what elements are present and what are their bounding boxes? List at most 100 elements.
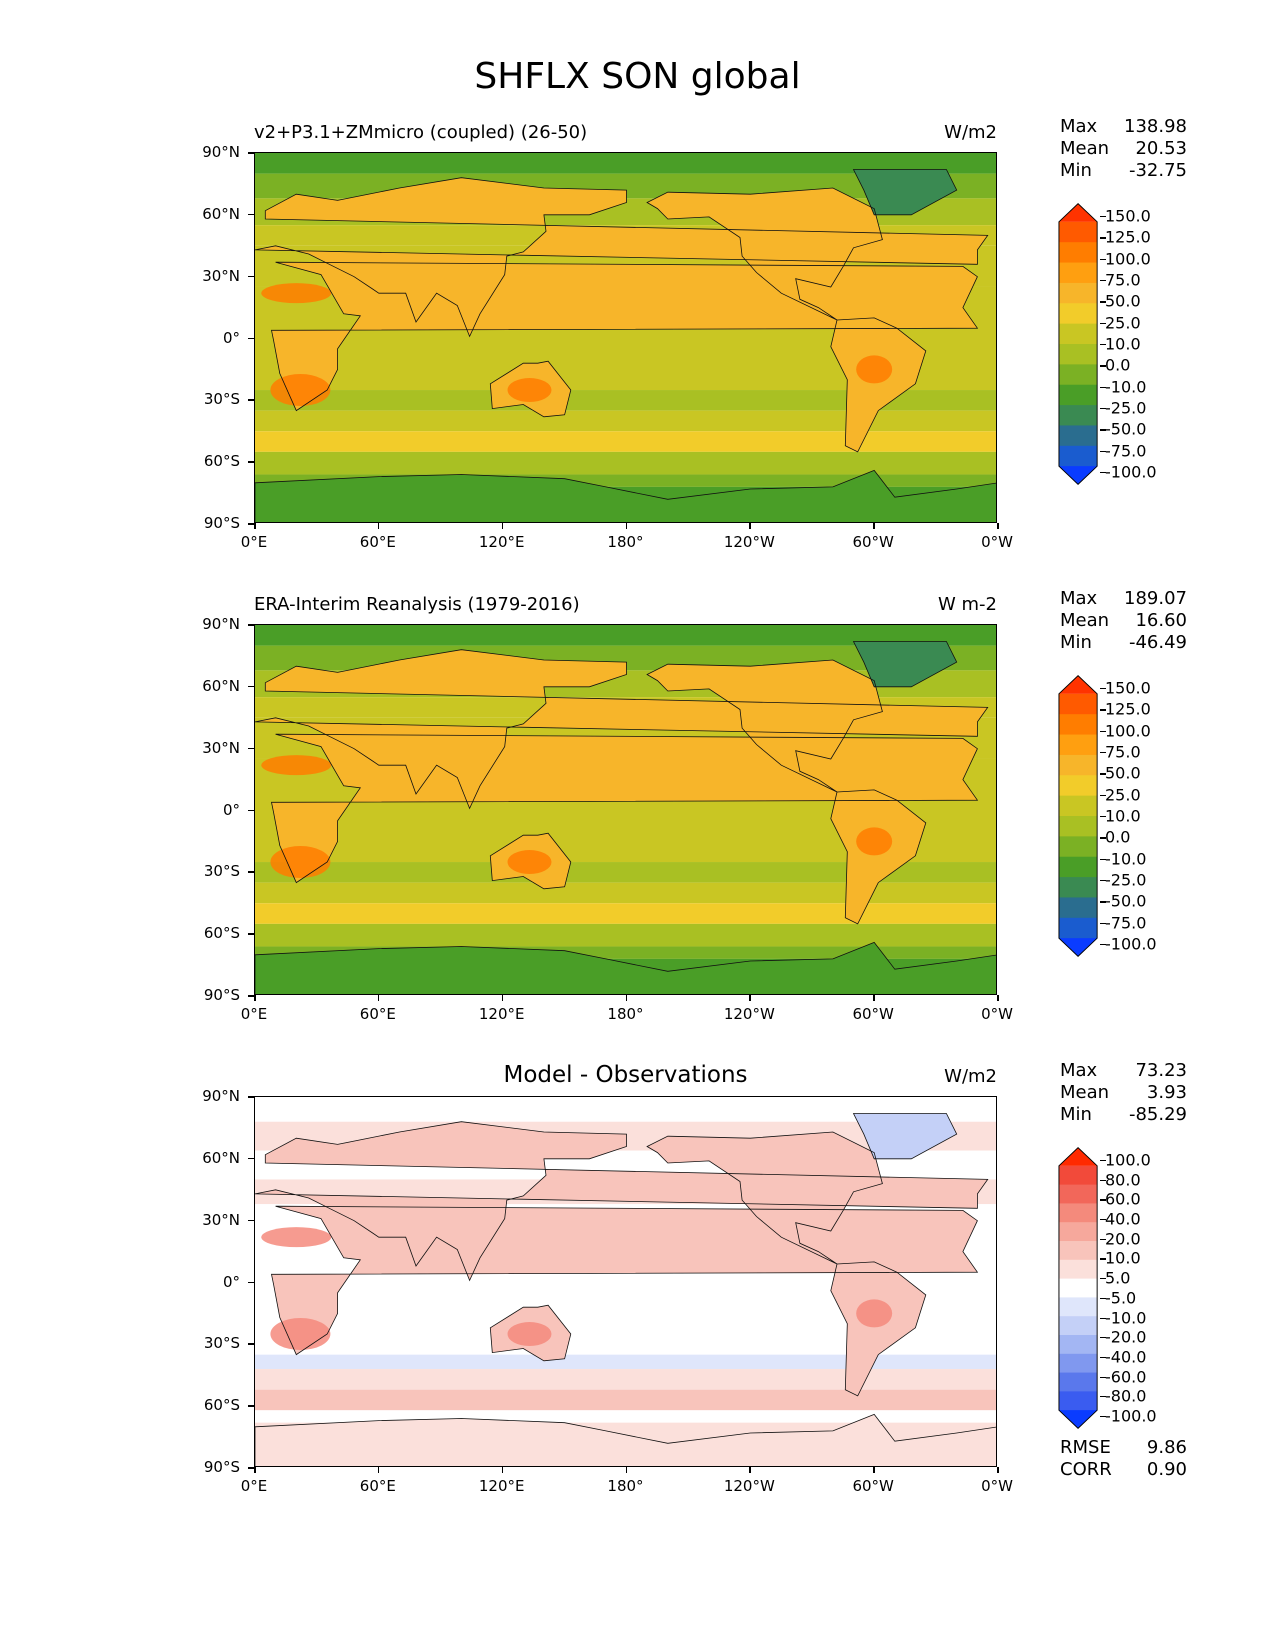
colorbar-segment	[1058, 836, 1098, 858]
colorbar-tick	[1100, 365, 1106, 367]
map-plot	[254, 1096, 997, 1467]
colorbar-tick-label: -60.0	[1105, 1367, 1147, 1387]
stat-min-label: Min	[1060, 632, 1092, 653]
y-tick-mark	[248, 1157, 254, 1160]
coastline	[255, 469, 996, 522]
colorbar-tick-label: 150.0	[1105, 678, 1151, 698]
colorbar-segment	[1058, 775, 1098, 797]
field-band	[255, 625, 996, 646]
coastline	[830, 789, 927, 925]
colorbar-tick-label: 100.0	[1105, 249, 1151, 269]
colorbar	[1058, 203, 1098, 485]
colorbar-segment	[1058, 384, 1098, 406]
colorbar-tick-label: 80.0	[1105, 1170, 1141, 1190]
colorbar-tick-label: 40.0	[1105, 1209, 1141, 1229]
land-field	[853, 1113, 957, 1159]
land-hotspot	[270, 374, 331, 407]
land-hotspot	[856, 827, 893, 856]
colorbar-tick-label: -100.0	[1105, 462, 1157, 482]
map-canvas	[255, 1097, 996, 1466]
colorbar-tick-label: 10.0	[1105, 334, 1141, 354]
colorbar-segment	[1058, 445, 1098, 467]
coastline	[489, 360, 572, 418]
y-tick-label: 90°N	[202, 1087, 240, 1105]
x-tick-label: 0°W	[981, 533, 1013, 551]
colorbar-tick	[1100, 1179, 1106, 1181]
colorbar-tick	[1100, 773, 1106, 775]
field-band	[255, 451, 996, 475]
x-tick-label: 180°	[607, 533, 644, 551]
colorbar-tick-label: 50.0	[1105, 291, 1141, 311]
x-tick-label: 120°E	[478, 1005, 525, 1023]
colorbar-outline	[1058, 203, 1098, 485]
land-field	[830, 317, 926, 452]
colorbar-tick	[1100, 1199, 1106, 1201]
land-field	[830, 789, 926, 924]
y-tick-mark	[248, 871, 254, 873]
x-tick-mark	[749, 995, 751, 1001]
y-tick-label: 60°S	[203, 452, 240, 471]
colorbar-tick	[1100, 922, 1106, 924]
x-tick-mark	[749, 1467, 751, 1473]
stat-max-label: Max	[1060, 116, 1098, 137]
stats-block: Max 189.07 Mean 16.60 Min -46.49	[1060, 588, 1187, 654]
field-band	[255, 410, 996, 432]
colorbar-segment	[1058, 221, 1098, 243]
colorbar-segment	[1058, 405, 1098, 426]
colorbar-tick-label: 100.0	[1105, 721, 1151, 741]
colorbar-tick	[1100, 1160, 1106, 1162]
colorbar-tick	[1100, 858, 1106, 860]
map-plot	[254, 152, 997, 523]
colorbar-tick-label: 150.0	[1105, 206, 1151, 226]
x-tick-mark	[377, 995, 380, 1001]
land-field	[647, 1132, 883, 1264]
colorbar-segment	[1058, 1372, 1098, 1392]
colorbar-tick	[1100, 837, 1106, 839]
coastline	[255, 649, 989, 810]
coastline	[255, 1413, 996, 1466]
colorbar-segment	[1058, 1297, 1098, 1317]
x-tick-label: 60°E	[359, 1005, 396, 1023]
error-stats: RMSE 9.86 CORR 0.90	[1060, 1437, 1187, 1481]
colorbar-tick	[1100, 429, 1106, 431]
y-tick-label: 90°S	[203, 1458, 240, 1476]
y-tick-label: 90°N	[202, 143, 240, 161]
colorbar-tick-label: -20.0	[1105, 1327, 1147, 1347]
x-tick-mark	[997, 1467, 999, 1473]
coastline	[646, 1131, 883, 1265]
colorbar-segment	[1058, 734, 1098, 756]
stat-max-value: 73.23	[1135, 1060, 1187, 1081]
colorbar-segment	[1058, 364, 1098, 386]
coastline	[489, 1304, 572, 1362]
x-tick-mark	[625, 995, 627, 1001]
y-tick-label: 30°N	[202, 266, 240, 285]
map-canvas	[255, 625, 996, 994]
colorbar-tick	[1100, 1376, 1106, 1378]
y-tick-label: 90°N	[202, 615, 240, 633]
y-tick-mark	[248, 275, 254, 278]
colorbar-tick	[1100, 408, 1106, 410]
x-tick-label: 0°W	[981, 1477, 1013, 1495]
coastline	[830, 1261, 927, 1397]
colorbar-tick-label: 100.0	[1105, 1150, 1151, 1170]
colorbar-segment	[1058, 1353, 1098, 1374]
y-tick-label: 60°S	[203, 1396, 240, 1415]
x-tick-label: 60°W	[852, 533, 894, 551]
colorbar-tick-label: -25.0	[1105, 398, 1147, 418]
colorbar-tick	[1100, 280, 1106, 282]
y-tick-mark	[248, 337, 254, 339]
colorbar-tick	[1100, 1219, 1106, 1221]
colorbar-tick-label: 0.0	[1105, 355, 1131, 375]
colorbar-extend-max	[1058, 675, 1098, 694]
colorbar-segment	[1058, 1316, 1098, 1336]
stat-min-label: Min	[1060, 1104, 1092, 1125]
y-tick-label: 30°N	[202, 1210, 240, 1229]
colorbar-segment	[1058, 344, 1098, 365]
land-hotspot	[856, 355, 893, 384]
units-label: W/m2	[944, 122, 997, 143]
colorbar-outline	[1058, 1147, 1098, 1429]
y-tick-mark	[248, 1405, 254, 1407]
x-tick-mark	[254, 523, 256, 529]
x-tick-label: 180°	[607, 1005, 644, 1023]
coastline	[255, 177, 989, 338]
